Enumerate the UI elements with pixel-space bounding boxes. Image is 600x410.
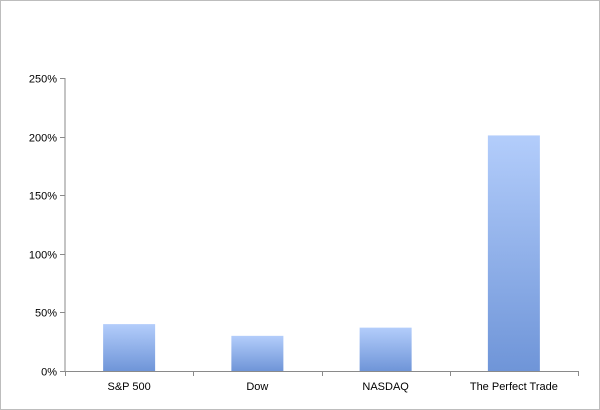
y-tick-label: 150% xyxy=(29,191,57,203)
y-tick-label: 200% xyxy=(29,133,57,145)
bar xyxy=(231,335,284,371)
y-tick-label: 50% xyxy=(35,308,57,320)
x-tick-label: The Perfect Trade xyxy=(470,381,558,393)
y-tick-label: 250% xyxy=(29,74,57,86)
bar xyxy=(103,324,156,371)
bar xyxy=(487,135,540,371)
y-tick-label: 100% xyxy=(29,250,57,262)
bar xyxy=(359,327,412,371)
x-tick-label: NASDAQ xyxy=(362,381,409,393)
x-axis: S&P 500 Dow NASDAQ The Perfect Trade xyxy=(65,371,579,393)
y-tick-label: 0% xyxy=(41,367,57,379)
y-axis: 0% 50% 100% 150% 200% 250% xyxy=(29,74,66,379)
x-tick-label: S&P 500 xyxy=(108,381,151,393)
bars xyxy=(103,135,540,371)
x-tick-label: Dow xyxy=(246,381,268,393)
